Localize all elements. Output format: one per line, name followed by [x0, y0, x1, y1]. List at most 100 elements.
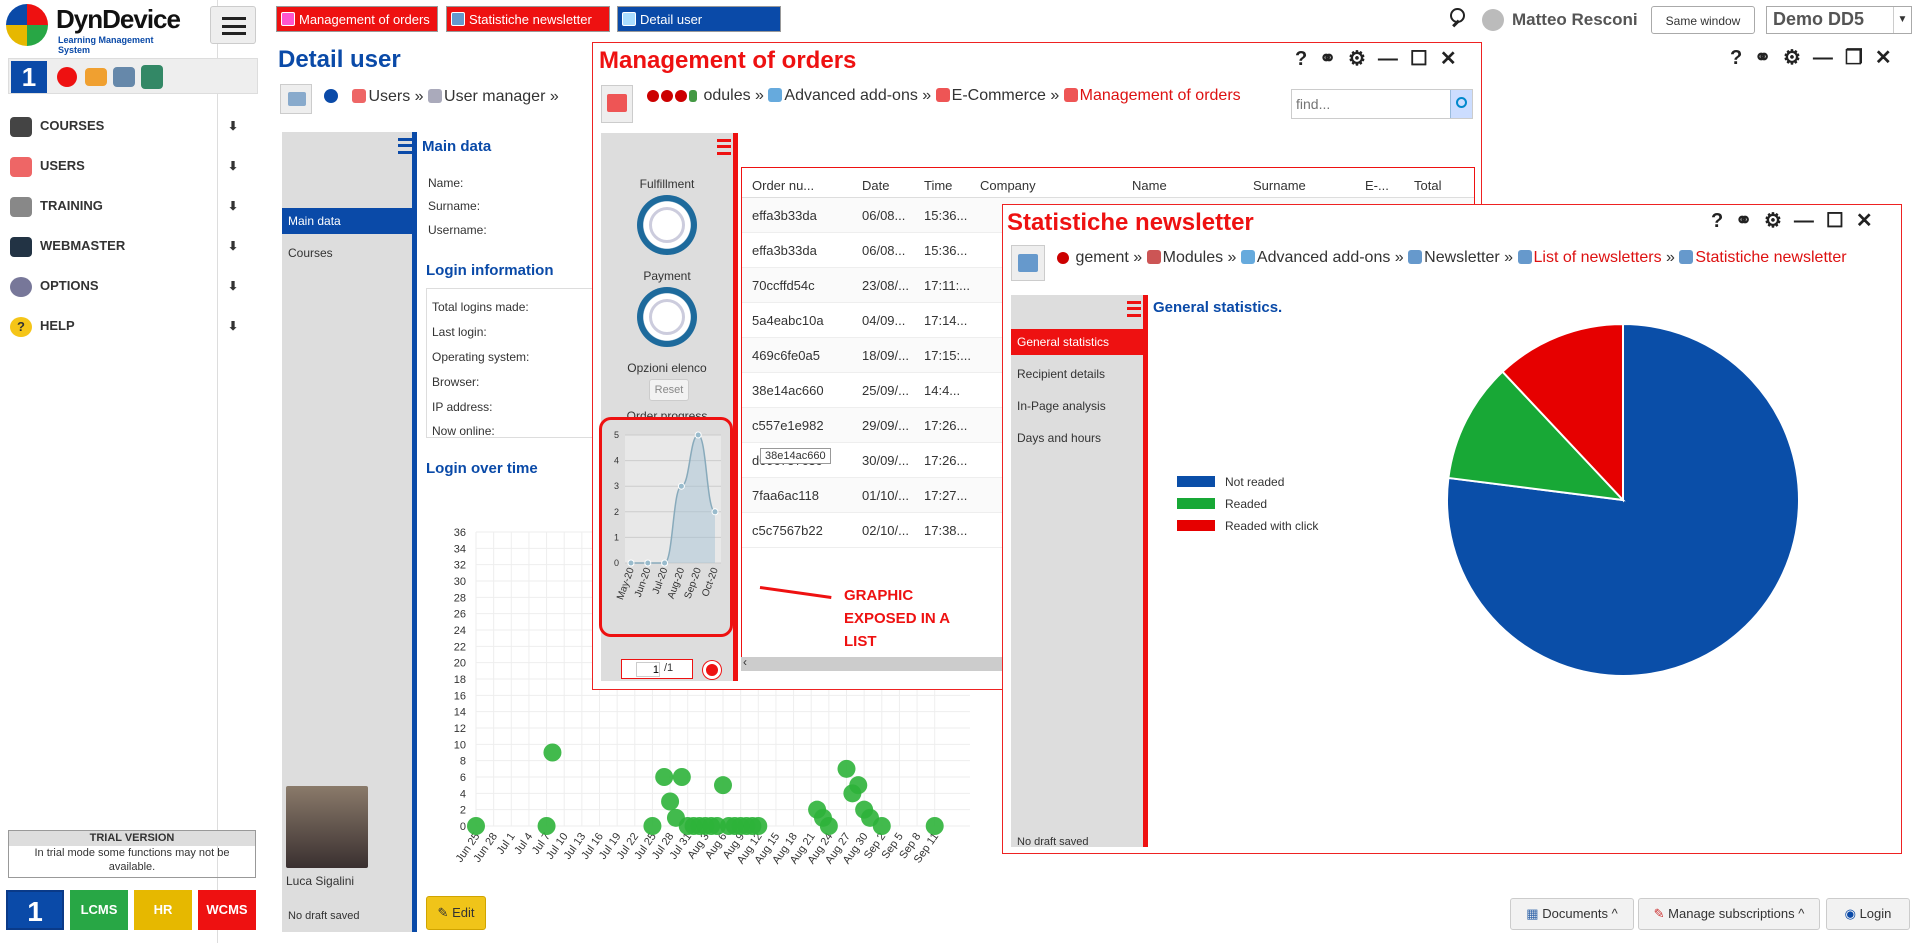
scatter-point[interactable] — [643, 817, 662, 835]
search-icon[interactable] — [1450, 8, 1472, 30]
tab-statistiche-newsletter[interactable]: Statistiche newsletter — [446, 6, 610, 32]
list-icon[interactable] — [1127, 301, 1141, 317]
module-hr[interactable]: HR — [134, 890, 192, 930]
scatter-point[interactable] — [872, 817, 891, 835]
gear-icon[interactable]: ⚙ — [1347, 48, 1366, 70]
minimize-icon[interactable]: — — [1812, 47, 1833, 69]
reset-button[interactable]: Reset — [649, 379, 689, 401]
help-icon[interactable]: ? — [1730, 47, 1743, 69]
tab-general-statistics[interactable]: General statistics — [1011, 329, 1143, 355]
headset-icon[interactable]: ⚭ — [1754, 47, 1771, 69]
maximize-icon[interactable]: ☐ — [1825, 210, 1844, 232]
col-total[interactable]: Total — [1414, 178, 1442, 193]
pie-slice-1[interactable] — [1447, 370, 1626, 502]
scatter-point[interactable] — [837, 759, 856, 778]
back-icon[interactable] — [1057, 252, 1069, 264]
back-icon[interactable] — [324, 89, 338, 103]
power-icon[interactable] — [57, 67, 77, 87]
pie-slice-2[interactable] — [1501, 322, 1624, 503]
close-icon[interactable]: ✕ — [1855, 210, 1873, 232]
tab-days-and-hours[interactable]: Days and hours — [1017, 431, 1102, 445]
minimize-icon[interactable]: — — [1793, 210, 1814, 232]
nav-users[interactable]: USERS ⬇ — [10, 154, 238, 178]
mini-point[interactable] — [627, 559, 635, 567]
nav-help[interactable]: ? HELP ⬇ — [10, 314, 238, 338]
col-email[interactable]: E-... — [1365, 178, 1389, 193]
edit-button[interactable]: ✎ Edit — [426, 896, 486, 930]
gear-icon[interactable]: ⚙ — [1763, 210, 1782, 232]
help-icon[interactable]: ? — [1711, 210, 1724, 232]
scatter-point[interactable] — [467, 817, 485, 835]
headset-icon[interactable]: ⚭ — [1735, 210, 1752, 232]
scatter-point[interactable] — [672, 768, 691, 786]
payment-donut[interactable] — [637, 287, 697, 347]
mini-point[interactable] — [644, 559, 652, 567]
headset-icon[interactable]: ⚭ — [1319, 48, 1336, 70]
maximize-icon[interactable]: ☐ — [1409, 48, 1428, 70]
instance-select[interactable]: Demo DD5 ▼ — [1766, 6, 1912, 34]
newsletter-button[interactable] — [1011, 245, 1045, 281]
user-card-button[interactable] — [280, 84, 312, 114]
close-icon[interactable]: ✕ — [1439, 48, 1457, 70]
page-input[interactable] — [636, 662, 660, 677]
scatter-point[interactable] — [819, 817, 838, 835]
scatter-point[interactable] — [714, 776, 732, 795]
nav-webmaster[interactable]: WEBMASTER ⬇ — [10, 234, 238, 258]
menu-toggle-button[interactable] — [210, 6, 256, 44]
users-icon[interactable] — [85, 68, 107, 86]
chevron-left-icon[interactable]: ‹ — [743, 655, 747, 669]
scatter-point[interactable] — [543, 743, 562, 762]
col-time[interactable]: Time — [924, 178, 953, 193]
col-name[interactable]: Name — [1132, 178, 1167, 193]
mini-point[interactable] — [661, 559, 669, 567]
mini-point[interactable] — [694, 431, 702, 439]
col-date[interactable]: Date — [862, 178, 890, 193]
module-1[interactable]: 1 — [6, 890, 64, 930]
col-order-number[interactable]: Order nu... — [752, 178, 815, 193]
tab-in-page-analysis[interactable]: In-Page analysis — [1017, 399, 1106, 413]
tab-management-of-orders[interactable]: Management of orders — [276, 6, 438, 32]
scatter-point[interactable] — [537, 817, 556, 835]
scatter-point[interactable] — [925, 817, 944, 835]
user-name[interactable]: Matteo Resconi — [1512, 10, 1638, 29]
graduate-icon[interactable] — [141, 65, 163, 89]
col-company[interactable]: Company — [980, 178, 1036, 193]
scatter-point[interactable] — [661, 792, 680, 811]
tab-recipient-details[interactable]: Recipient details — [1017, 367, 1106, 381]
minimize-icon[interactable]: — — [1377, 48, 1398, 70]
list-icon[interactable] — [717, 139, 731, 155]
login-button[interactable]: ◉ Login — [1826, 898, 1910, 930]
mini-point[interactable] — [677, 482, 685, 490]
back-icon[interactable] — [647, 90, 659, 102]
shop-button[interactable] — [601, 85, 633, 123]
documents-button[interactable]: ▦ Documents ^ — [1510, 898, 1634, 930]
settings-user-icon[interactable] — [113, 67, 135, 87]
scatter-point[interactable] — [749, 817, 768, 835]
tab-main-data[interactable]: Main data — [282, 208, 412, 234]
tab-detail-user[interactable]: Detail user — [617, 6, 781, 32]
pie-slice-0[interactable] — [1446, 322, 1800, 677]
mini-point[interactable] — [711, 508, 719, 516]
level-badge[interactable]: 1 — [11, 61, 47, 93]
module-wcms[interactable]: WCMS — [198, 890, 256, 930]
search-input[interactable] — [1292, 90, 1448, 118]
search-icon[interactable] — [1450, 90, 1472, 118]
nav-options[interactable]: OPTIONS ⬇ — [10, 274, 238, 298]
manage-subscriptions-button[interactable]: ✎ Manage subscriptions ^ — [1638, 898, 1820, 930]
nav-training[interactable]: TRAINING ⬇ — [10, 194, 238, 218]
col-surname[interactable]: Surname — [1253, 178, 1306, 193]
help-icon[interactable]: ? — [1295, 48, 1308, 70]
module-lcms[interactable]: LCMS — [70, 890, 128, 930]
nav-courses[interactable]: COURSES ⬇ — [10, 114, 238, 138]
logo[interactable]: DynDevice Learning Management System — [6, 4, 181, 55]
scatter-point[interactable] — [849, 776, 868, 795]
close-icon[interactable]: ✕ — [1874, 47, 1892, 69]
scatter-point[interactable] — [655, 768, 674, 786]
same-window-button[interactable]: Same window — [1651, 6, 1755, 34]
tab-courses[interactable]: Courses — [288, 246, 333, 260]
restore-icon[interactable]: ❐ — [1844, 47, 1863, 69]
gear-icon[interactable]: ⚙ — [1782, 47, 1801, 69]
fulfillment-donut[interactable] — [637, 195, 697, 255]
list-icon[interactable] — [398, 138, 412, 154]
refresh-icon[interactable] — [703, 661, 721, 679]
